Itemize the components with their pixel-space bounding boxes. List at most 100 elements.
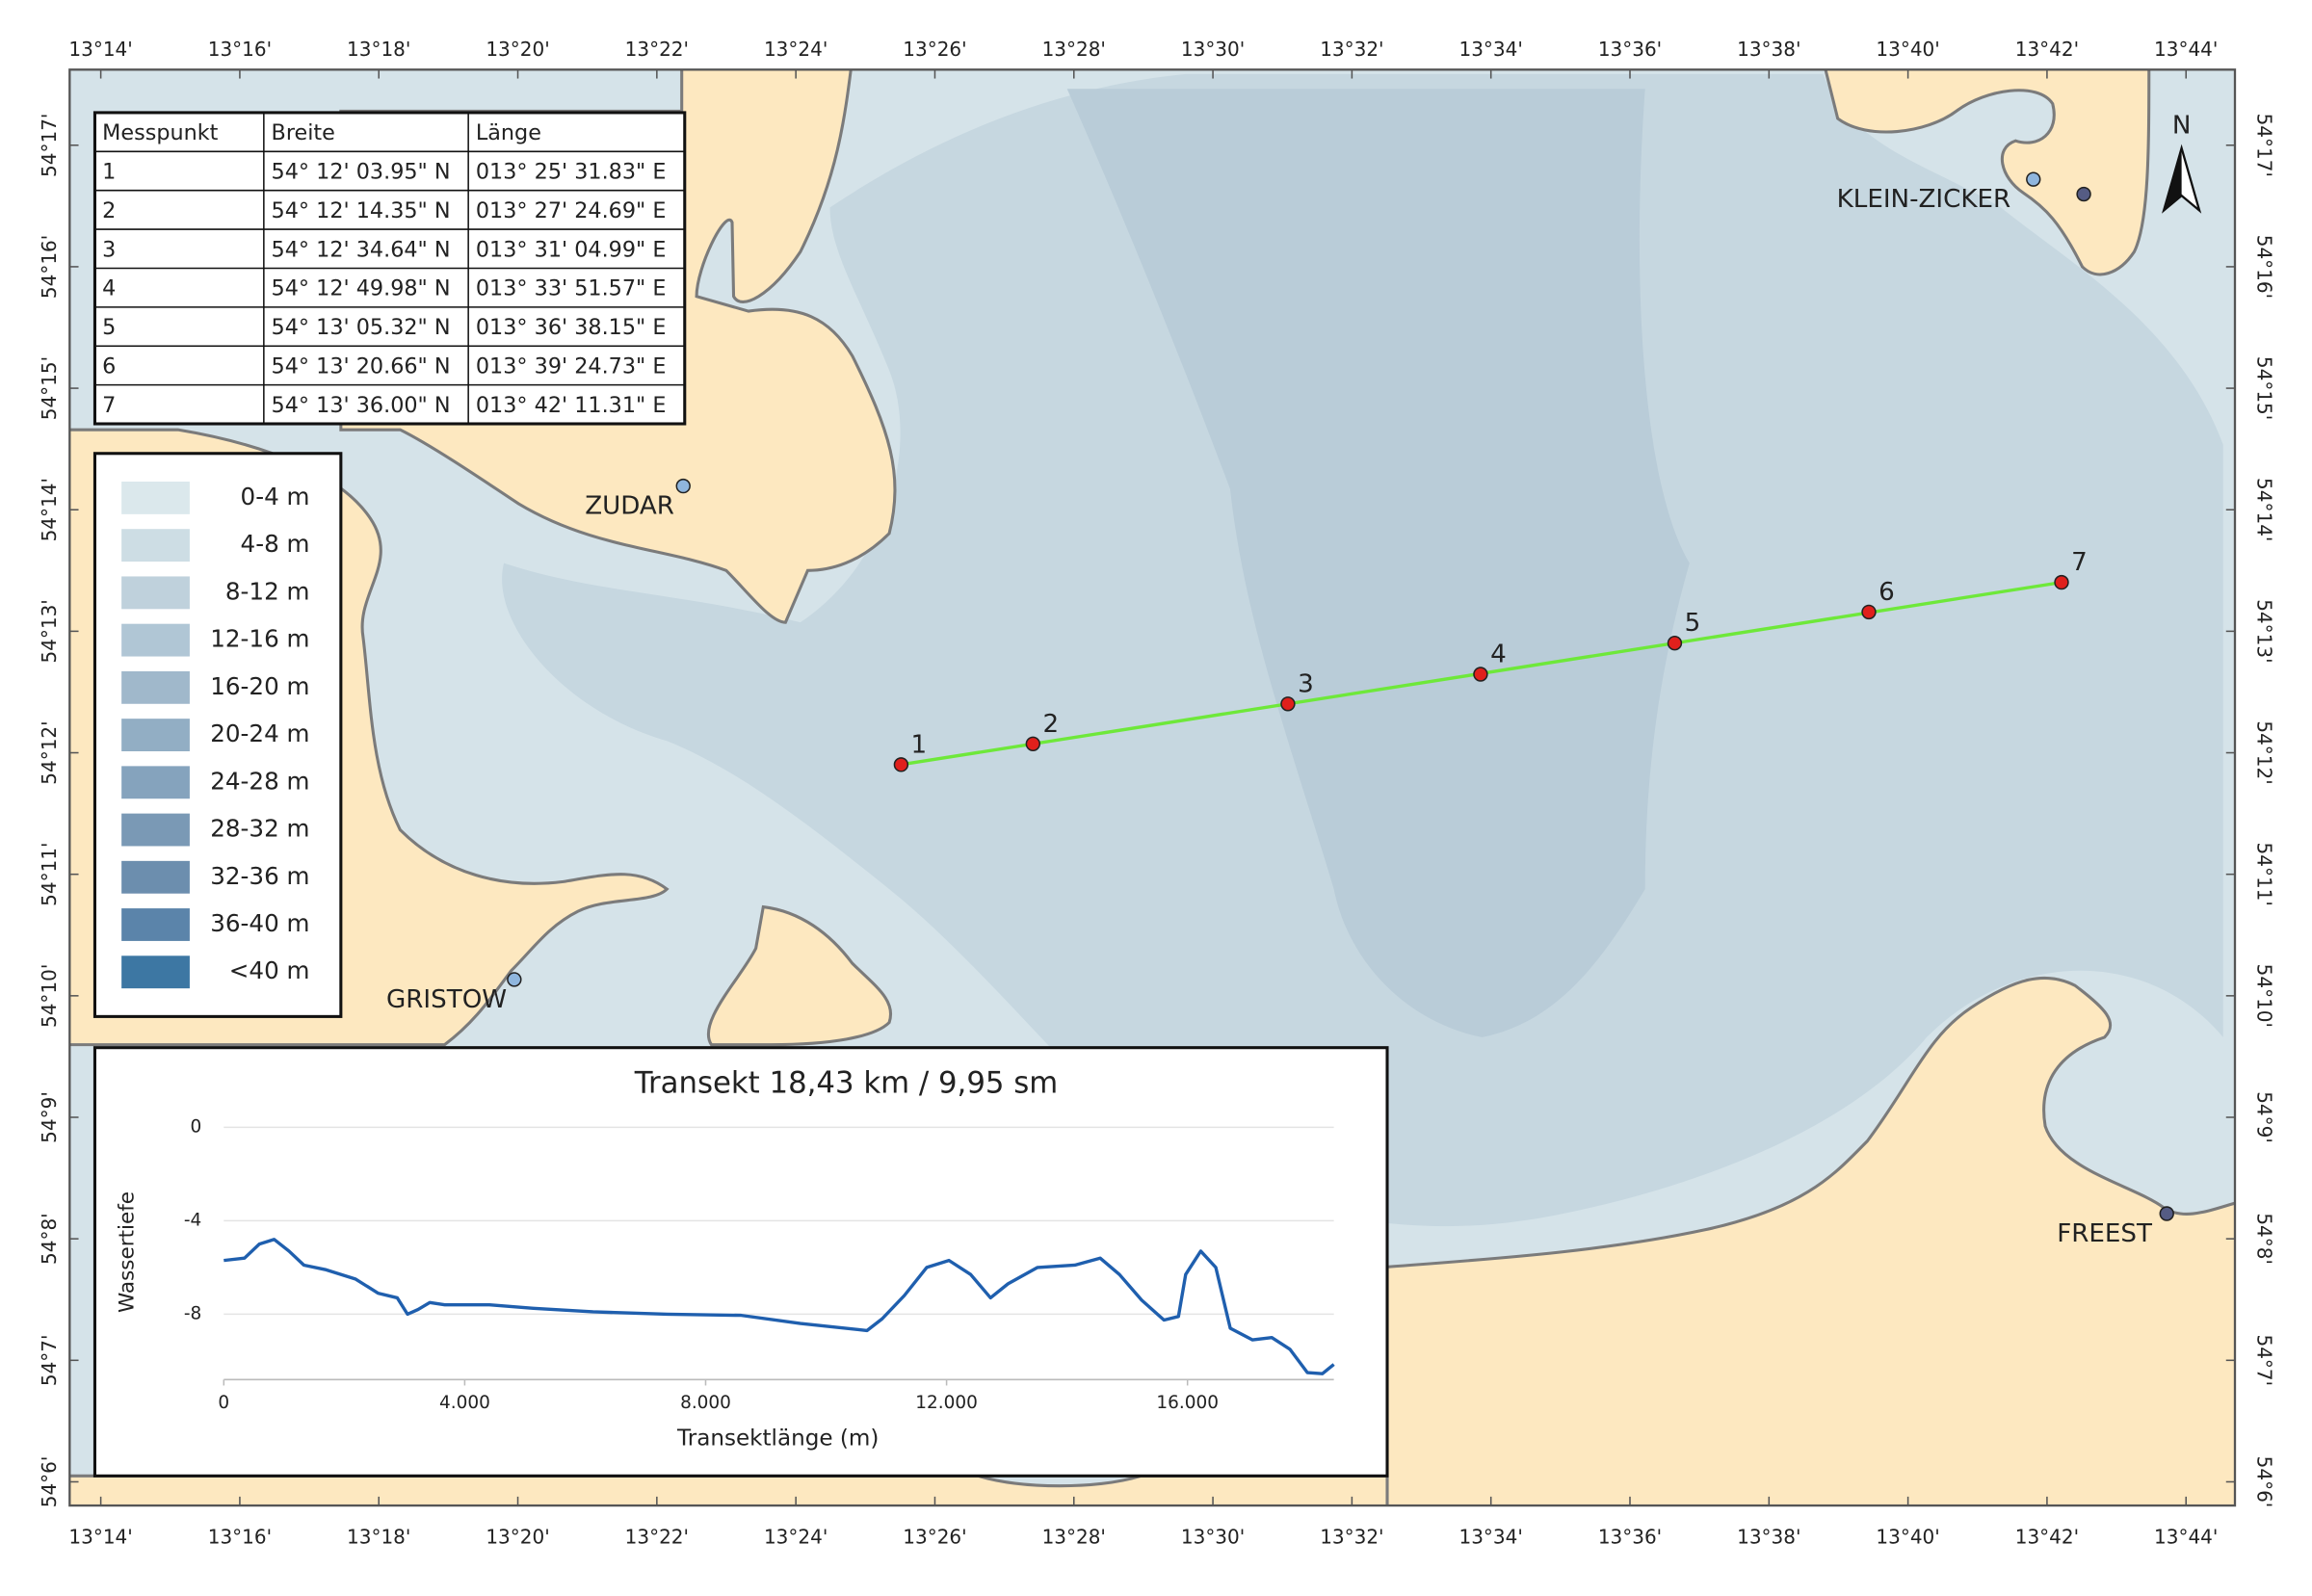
place-label: FREEST [2057,1219,2153,1248]
measure-point [1473,667,1488,682]
x-tick-label: 0 [218,1393,229,1413]
legend-label: 24-28 m [210,767,309,795]
place-dot [2076,186,2091,202]
coordinate-table: Messpunkt Breite Länge 1 54° 12' 03.95" N 013… [92,111,687,426]
table-cell: 6 [102,353,116,379]
place-label: ZUDAR [585,492,674,521]
table-cell: 013° 39' 24.73" E [476,353,667,379]
lon-label-bottom: 13°20' [486,1525,549,1548]
lat-label-left: 54°13' [38,599,61,663]
legend-swatch [121,670,190,704]
place-dot [675,478,691,494]
y-tick-label: 0 [190,1116,201,1137]
lon-label-bottom: 13°34' [1459,1525,1523,1548]
depth-deep [1066,89,1690,1037]
y-tick-label: -4 [184,1210,201,1230]
x-axis-label: Transektlänge (m) [676,1426,879,1451]
north-label: N [2172,111,2192,140]
lon-label-top: 13°30' [1181,38,1245,61]
legend-swatch [121,576,190,610]
legend-label: 8-12 m [225,577,310,605]
legend-swatch [121,955,190,989]
table-cell: 54° 12' 34.64" N [272,237,451,262]
lat-label-right: 54°17' [2253,114,2276,177]
lon-label-bottom: 13°38' [1737,1525,1800,1548]
lon-label-top: 13°26' [903,38,966,61]
lon-label-bottom: 13°40' [1876,1525,1939,1548]
legend-label: 12-16 m [210,625,309,653]
lat-label-left: 54°15' [38,356,61,420]
lat-label-right: 54°16' [2253,235,2276,299]
land-mainland [1385,976,2235,1506]
lat-label-right: 54°10' [2253,964,2276,1028]
measure-point-label: 7 [2071,548,2088,577]
legend-swatch [121,719,190,751]
lon-label-top: 13°28' [1042,38,1106,61]
table-cell: 1 [102,160,116,185]
lat-label-left: 54°8' [38,1213,61,1265]
legend-swatch [121,908,190,941]
lat-label-left: 54°16' [38,235,61,299]
graticule-labels: 13°14' 13°14' 13°16' 13°16' 13°18' 13°18' 13°2… [38,38,2276,1549]
lon-label-bottom: 13°26' [903,1525,966,1548]
x-tick-label: 8.000 [680,1393,731,1413]
table-cell: 013° 31' 04.99" E [476,237,667,262]
table-cell: 54° 13' 36.00" N [272,393,451,418]
lat-label-right: 54°12' [2253,720,2276,784]
legend-label: 0-4 m [241,483,310,510]
map-frame [68,68,2237,1507]
lat-label-right: 54°13' [2253,599,2276,663]
lon-label-top: 13°42' [2015,38,2079,61]
x-tick-label: 4.000 [439,1393,490,1413]
legend-swatch [121,813,190,847]
lat-label-left: 54°10' [38,964,61,1028]
lat-label-right: 54°8' [2253,1213,2276,1265]
x-tick-label: 12.000 [915,1393,978,1413]
table-cell: 54° 12' 49.98" N [272,276,451,301]
place-label: KLEIN-ZICKER [1837,185,2011,214]
lon-label-bottom: 13°14' [68,1525,132,1548]
lat-label-left: 54°6' [38,1456,61,1508]
lon-label-bottom: 13°18' [347,1525,410,1548]
lat-label-right: 54°11' [2253,843,2276,906]
legend-label: 32-36 m [210,862,309,890]
table-cell: 5 [102,315,116,340]
chart-title: Transekt 18,43 km / 9,95 sm [634,1066,1059,1101]
y-axis-label: Wassertiefe [115,1191,139,1313]
lon-label-bottom: 13°24' [764,1525,828,1548]
land-klein-zicker [1824,69,2151,276]
lat-label-right: 54°7' [2253,1334,2276,1386]
lon-label-bottom: 13°36' [1598,1525,1662,1548]
legend-swatch [121,481,190,514]
lat-label-right: 54°9' [2253,1091,2276,1143]
lon-label-top: 13°36' [1598,38,1662,61]
lat-label-left: 54°12' [38,720,61,784]
measure-point [1861,604,1877,620]
lon-label-bottom: 13°30' [1181,1525,1245,1548]
legend-label: 16-20 m [210,672,309,700]
lon-label-top: 13°32' [1320,38,1383,61]
lon-label-bottom: 13°16' [208,1525,272,1548]
table-cell: 013° 36' 38.15" E [476,315,667,340]
measure-point-label: 6 [1878,578,1895,607]
lon-label-top: 13°18' [347,38,410,61]
legend-swatch [121,860,190,894]
legend-swatch [121,529,190,563]
chart-box [92,1046,1389,1478]
legend-label: 20-24 m [210,720,309,747]
table-cell: 3 [102,237,116,262]
legend-label: 4-8 m [241,530,310,558]
lon-label-bottom: 13°28' [1042,1525,1106,1548]
table-cell: 4 [102,276,116,301]
north-arrow: N [2162,111,2202,214]
lon-label-top: 13°22' [625,38,689,61]
lon-label-top: 13°38' [1737,38,1800,61]
lat-label-right: 54°6' [2253,1456,2276,1508]
lon-label-top: 13°16' [208,38,272,61]
measure-point-label: 4 [1490,640,1507,668]
measure-point-label: 5 [1685,609,1701,638]
lat-label-right: 54°14' [2253,478,2276,541]
legend-label: 28-32 m [210,815,309,843]
places: ZUDAR GRISTOW KLEIN-ZICKER FREEST [386,171,2174,1248]
